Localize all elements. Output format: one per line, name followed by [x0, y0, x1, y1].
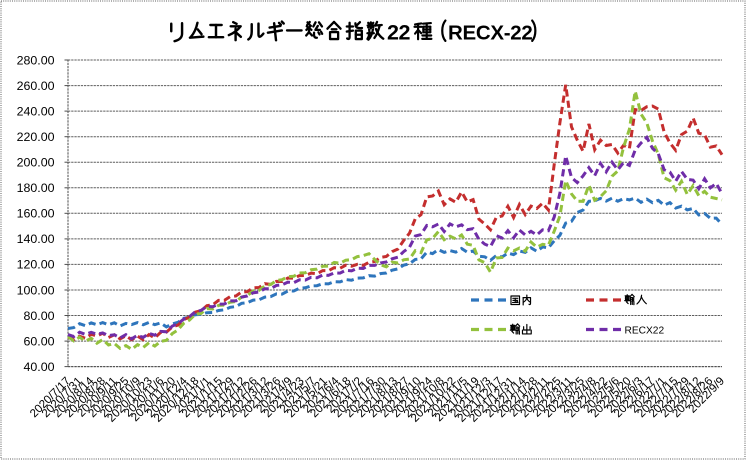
svg-text:100.00: 100.00: [17, 283, 55, 297]
svg-text:120.00: 120.00: [17, 258, 55, 272]
svg-text:RECX22: RECX22: [625, 325, 665, 336]
svg-text:RECX-22: RECX-22: [448, 22, 533, 45]
svg-text:240.00: 240.00: [17, 104, 55, 118]
svg-text:260.00: 260.00: [17, 79, 55, 93]
svg-text:180.00: 180.00: [17, 181, 55, 195]
svg-text:60.00: 60.00: [23, 334, 54, 348]
svg-text:220.00: 220.00: [17, 130, 55, 144]
svg-text:200.00: 200.00: [17, 156, 55, 170]
svg-text:40.00: 40.00: [23, 360, 54, 374]
svg-text:80.00: 80.00: [23, 309, 54, 323]
svg-text:22: 22: [387, 21, 410, 45]
svg-text:160.00: 160.00: [17, 207, 55, 221]
svg-text:140.00: 140.00: [17, 232, 55, 246]
svg-text:280.00: 280.00: [17, 53, 55, 67]
